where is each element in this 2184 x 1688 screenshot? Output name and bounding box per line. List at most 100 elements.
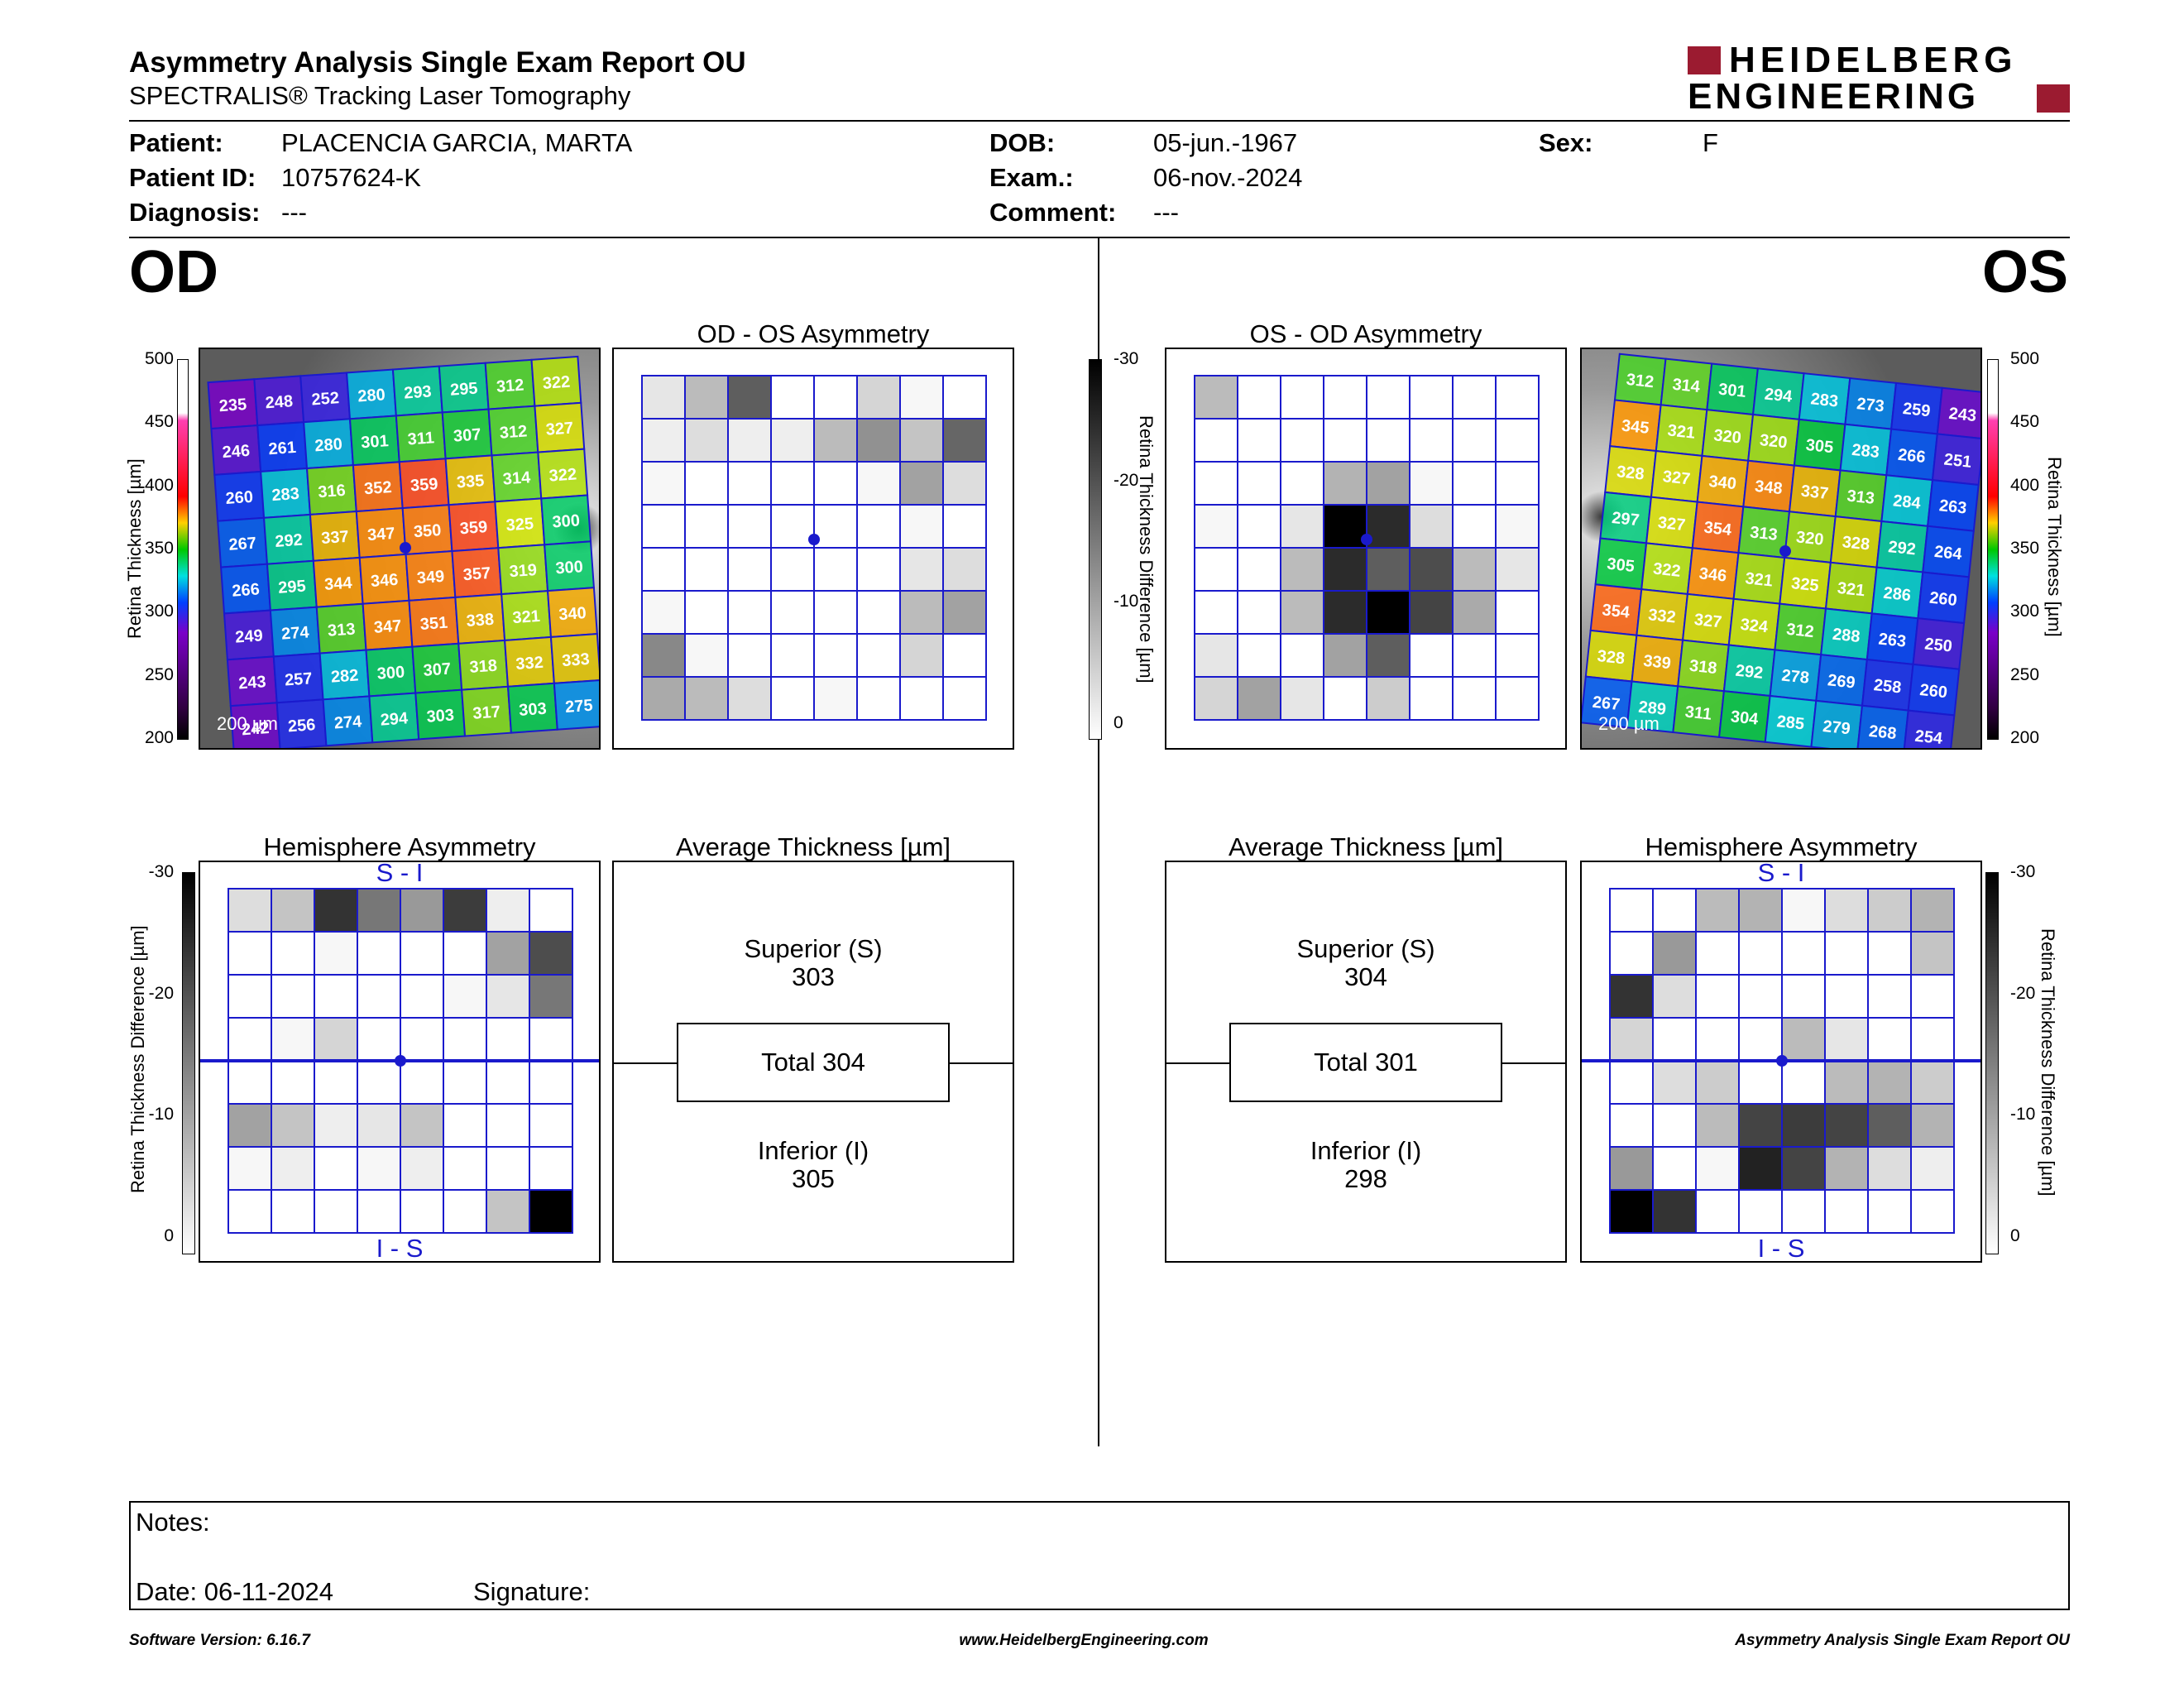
- asymmetry-cell: [400, 931, 444, 976]
- asymmetry-cell: [1452, 590, 1497, 635]
- asymmetry-cell: [529, 1103, 573, 1148]
- asymmetry-cell: [228, 1189, 272, 1234]
- center-dot: [395, 1055, 406, 1067]
- scale-tick-label: 500: [144, 349, 174, 368]
- logo-line-1: HEIDELBERG: [1729, 40, 2018, 80]
- asymmetry-cell: [1910, 1017, 1955, 1062]
- asymmetry-cell: [271, 931, 315, 976]
- asymmetry-cell: [942, 504, 987, 549]
- od-thickness-colorbar: [177, 359, 189, 740]
- center-diff-scale: -30 -20 -10 0: [1114, 349, 1155, 738]
- asymmetry-cell: [1194, 418, 1238, 463]
- sex-value: F: [1703, 128, 1718, 157]
- asymmetry-cell: [443, 1146, 487, 1191]
- os-hemisphere-panel: [1580, 861, 1982, 1263]
- center-divider: [1098, 238, 1099, 1446]
- od-asymmetry-title: OD - OS Asymmetry: [697, 319, 930, 348]
- asymmetry-cell: [1237, 418, 1281, 463]
- thickness-value: 350: [413, 521, 442, 541]
- os-thickness-svg: 312 314 301 294 283 273 259 243 345 321 320 320 305 2…: [1582, 349, 1980, 748]
- thickness-value: 269: [1827, 671, 1856, 692]
- asymmetry-cell: [486, 1060, 530, 1105]
- thickness-value: 250: [1923, 635, 1952, 655]
- asymmetry-cell: [856, 676, 901, 721]
- asymmetry-cell: [1695, 1146, 1740, 1191]
- os-thickness-axis-label: Retina Thickness [µm]: [2044, 457, 2065, 637]
- thickness-value: 251: [1943, 451, 1972, 472]
- center-diff-axis-label: Retina Thickness Difference [µm]: [1136, 415, 1157, 683]
- asymmetry-cell: [529, 1017, 573, 1062]
- thickness-value: 243: [238, 673, 267, 693]
- od-s-i-label: S - I: [376, 858, 424, 887]
- footer-report-name: Asymmetry Analysis Single Exam Report OU: [1735, 1632, 2070, 1649]
- thickness-value: 359: [410, 475, 438, 495]
- asymmetry-cell: [1867, 1060, 1912, 1105]
- asymmetry-cell: [357, 974, 401, 1019]
- thickness-value: 264: [1933, 543, 1963, 563]
- asymmetry-cell: [770, 375, 815, 420]
- os-scale-bar: 200 µm: [1598, 713, 1660, 734]
- asymmetry-cell: [314, 1103, 358, 1148]
- thickness-value: 258: [1873, 676, 1902, 697]
- thickness-value: 354: [1602, 601, 1631, 621]
- thickness-value: 327: [1657, 514, 1686, 535]
- footer-website[interactable]: www.HeidelbergEngineering.com: [959, 1632, 1209, 1649]
- asymmetry-cell: [1652, 1060, 1697, 1105]
- thickness-value: 260: [1928, 589, 1957, 610]
- asymmetry-cell: [1409, 590, 1454, 635]
- asymmetry-cell: [1452, 547, 1497, 592]
- thickness-value: 332: [515, 654, 544, 674]
- asymmetry-cell: [271, 1017, 315, 1062]
- notes-box[interactable]: Notes: Date: 06-11-2024 Signature:: [129, 1501, 2070, 1610]
- asymmetry-cell: [727, 504, 772, 549]
- asymmetry-cell: [1280, 461, 1324, 506]
- company-logo: HEIDELBERG ENGINEERING: [1688, 40, 2070, 117]
- thickness-value: 268: [1868, 722, 1897, 743]
- thickness-value: 346: [370, 571, 399, 591]
- asymmetry-cell: [1495, 590, 1540, 635]
- thickness-value: 280: [357, 386, 386, 405]
- scale-tick-label: -30: [1114, 349, 1139, 368]
- asymmetry-cell: [400, 1103, 444, 1148]
- diagnosis-value: ---: [281, 198, 307, 227]
- asymmetry-cell: [1366, 418, 1410, 463]
- center-dot: [808, 534, 820, 545]
- thickness-value: 333: [562, 650, 591, 670]
- thickness-value: 321: [1667, 421, 1696, 442]
- od-superior-value: 303: [792, 962, 835, 991]
- asymmetry-cell: [228, 931, 272, 976]
- thickness-value: 266: [1897, 446, 1926, 467]
- asymmetry-cell: [271, 888, 315, 933]
- notes-label: Notes:: [136, 1508, 210, 1537]
- asymmetry-cell: [899, 375, 944, 420]
- scale-tick-label: -20: [2010, 983, 2036, 1003]
- asymmetry-cell: [271, 1060, 315, 1105]
- asymmetry-cell: [770, 676, 815, 721]
- asymmetry-cell: [1237, 633, 1281, 678]
- od-inferior-label: Inferior (I): [757, 1136, 869, 1165]
- os-asymmetry-title: OS - OD Asymmetry: [1249, 319, 1482, 348]
- asymmetry-cell: [727, 590, 772, 635]
- asymmetry-cell: [856, 461, 901, 506]
- scale-tick-label: 500: [2010, 349, 2040, 368]
- asymmetry-cell: [1323, 504, 1367, 549]
- asymmetry-cell: [641, 461, 686, 506]
- thickness-value: 307: [423, 660, 452, 680]
- notes-signature[interactable]: Signature:: [473, 1577, 591, 1606]
- asymmetry-cell: [1738, 888, 1783, 933]
- asymmetry-cell: [1652, 931, 1697, 976]
- asymmetry-cell: [1194, 547, 1238, 592]
- scale-tick-label: 0: [1114, 713, 1123, 732]
- thickness-value: 235: [218, 396, 247, 415]
- thickness-value: 282: [330, 666, 359, 686]
- asymmetry-cell: [1781, 931, 1826, 976]
- asymmetry-cell: [1738, 974, 1783, 1019]
- asymmetry-cell: [684, 375, 729, 420]
- thickness-value: 305: [1805, 436, 1834, 457]
- os-hemi-colorbar: [1985, 872, 1999, 1254]
- asymmetry-cell: [1738, 1060, 1783, 1105]
- scale-tick-label: 0: [164, 1226, 174, 1245]
- asymmetry-cell: [400, 1060, 444, 1105]
- asymmetry-cell: [1409, 461, 1454, 506]
- asymmetry-cell: [813, 676, 858, 721]
